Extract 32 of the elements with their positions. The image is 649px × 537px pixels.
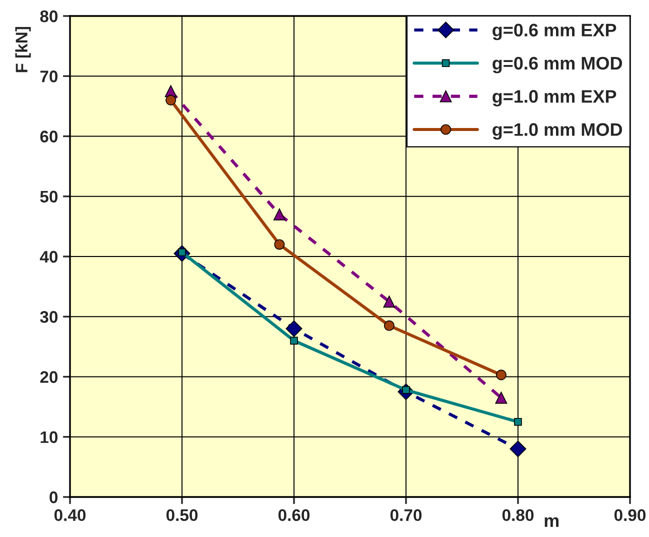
- point: [273, 208, 286, 220]
- x-tick-label: 0.90: [614, 509, 646, 522]
- point: [383, 296, 396, 308]
- point: [166, 94, 176, 106]
- point: [274, 239, 285, 250]
- point: [384, 320, 394, 331]
- x-tick-label: 0.80: [502, 509, 534, 522]
- point: [514, 418, 522, 426]
- y-tick-label: 70: [40, 70, 58, 82]
- x-tick-label: 0.50: [166, 509, 198, 522]
- y-tick-label: 60: [40, 130, 58, 142]
- x-axis-title: m: [544, 517, 559, 527]
- y-tick-label: 0: [50, 491, 58, 504]
- legend-label: g=0.6 mm EXP: [492, 24, 616, 40]
- point: [495, 392, 508, 404]
- legend-label: g=0.6 mm MOD: [492, 56, 622, 74]
- y-tick-label: 20: [40, 371, 58, 383]
- y-tick-label: 10: [40, 431, 58, 444]
- y-tick-label: 50: [40, 190, 58, 203]
- y-tick-label: 40: [40, 250, 58, 263]
- y-axis-title: F [kN]: [15, 26, 31, 72]
- point: [290, 336, 298, 345]
- point: [286, 320, 302, 337]
- point: [496, 370, 506, 380]
- y-tick-label: 30: [40, 311, 58, 323]
- point: [510, 440, 526, 458]
- x-tick-label: 0.70: [390, 509, 422, 522]
- x-tick-label: 0.60: [278, 509, 310, 522]
- legend-label: g=1.0 mm MOD: [492, 123, 622, 140]
- y-tick-label: 80: [40, 10, 58, 22]
- x-tick-label: 0.40: [54, 509, 86, 522]
- legend-label: g=1.0 mm EXP: [492, 90, 616, 106]
